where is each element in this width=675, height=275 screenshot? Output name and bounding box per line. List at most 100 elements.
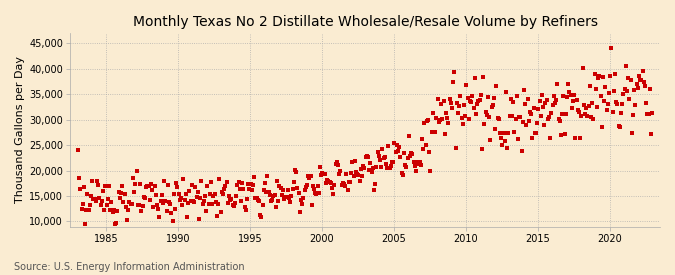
Point [236, 199, 246, 203]
Point [271, 179, 282, 183]
Point [238, 186, 249, 191]
Point [372, 150, 383, 154]
Point [577, 65, 588, 70]
Point [455, 94, 466, 98]
Point [580, 112, 591, 116]
Point [176, 196, 186, 200]
Point [486, 104, 497, 109]
Point [310, 191, 321, 196]
Point [140, 196, 151, 200]
Point [390, 150, 401, 154]
Point [265, 192, 275, 197]
Point [98, 189, 109, 193]
Point [302, 174, 313, 178]
Point [456, 116, 467, 120]
Point [93, 183, 104, 187]
Point [299, 188, 310, 192]
Point [426, 130, 437, 134]
Point [123, 208, 134, 213]
Point [111, 221, 122, 226]
Point [137, 204, 148, 208]
Point [600, 85, 611, 89]
Point [286, 194, 297, 199]
Point [423, 118, 433, 122]
Point [452, 101, 462, 105]
Point [377, 147, 388, 151]
Point [628, 113, 639, 117]
Point [586, 115, 597, 119]
Point [378, 156, 389, 160]
Point [265, 198, 276, 203]
Point [215, 210, 226, 214]
Point [436, 102, 447, 106]
Point [179, 198, 190, 202]
Point [273, 199, 284, 204]
Point [356, 174, 367, 178]
Point [506, 114, 517, 119]
Point [350, 159, 360, 163]
Point [290, 168, 300, 172]
Point [78, 185, 89, 189]
Point [639, 80, 649, 84]
Point [645, 87, 655, 92]
Point [463, 117, 474, 122]
Point [148, 205, 159, 210]
Point [370, 182, 381, 186]
Point [141, 185, 152, 189]
Point [475, 93, 486, 98]
Point [106, 200, 117, 204]
Point [358, 164, 369, 168]
Point [539, 123, 549, 127]
Point [335, 169, 346, 174]
Point [399, 150, 410, 155]
Point [543, 115, 554, 120]
Point [495, 131, 506, 136]
Point [118, 199, 129, 204]
Point [294, 210, 305, 214]
Point [166, 211, 177, 215]
Point [239, 205, 250, 209]
Point [151, 193, 161, 198]
Point [316, 173, 327, 177]
Point [410, 163, 421, 168]
Point [404, 134, 414, 139]
Point [197, 202, 208, 207]
Point [157, 192, 167, 197]
Point [300, 185, 311, 190]
Point [389, 140, 400, 145]
Point [317, 171, 328, 175]
Point [270, 205, 281, 209]
Point [617, 102, 628, 106]
Point [562, 95, 572, 99]
Point [394, 145, 404, 150]
Point [117, 184, 128, 188]
Point [188, 199, 198, 203]
Point [347, 160, 358, 164]
Point [388, 160, 399, 164]
Point [485, 138, 495, 142]
Point [342, 188, 353, 192]
Point [444, 97, 455, 101]
Point [489, 95, 500, 100]
Point [616, 111, 626, 115]
Point [431, 116, 442, 121]
Point [506, 96, 516, 101]
Point [345, 180, 356, 184]
Point [160, 199, 171, 203]
Point [424, 150, 435, 154]
Point [327, 186, 338, 191]
Point [159, 179, 169, 183]
Point [610, 72, 620, 76]
Point [244, 187, 254, 191]
Point [165, 201, 176, 206]
Point [89, 196, 100, 201]
Point [334, 172, 345, 177]
Point [287, 186, 298, 191]
Point [450, 145, 461, 150]
Point [146, 182, 157, 186]
Point [563, 81, 574, 86]
Point [421, 142, 431, 147]
Point [329, 183, 340, 187]
Point [186, 183, 197, 187]
Point [560, 132, 570, 136]
